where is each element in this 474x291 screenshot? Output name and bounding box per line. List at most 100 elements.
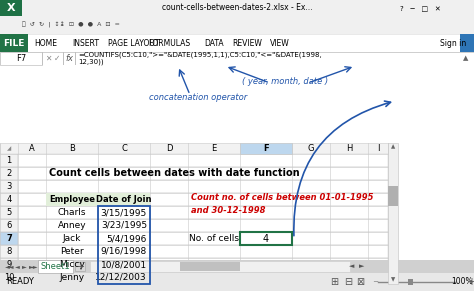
Bar xyxy=(0,0,474,16)
Text: ?   ─   □   ✕: ? ─ □ ✕ xyxy=(400,5,441,11)
Text: ✕: ✕ xyxy=(45,54,51,63)
Text: 12/12/2003: 12/12/2003 xyxy=(95,273,147,282)
Text: ⊠: ⊠ xyxy=(356,277,364,287)
Bar xyxy=(0,16,474,34)
Bar xyxy=(460,34,474,52)
Text: 10: 10 xyxy=(4,273,14,282)
Bar xyxy=(388,143,398,284)
Text: D: D xyxy=(166,144,172,153)
Text: FORMULAS: FORMULAS xyxy=(148,38,190,47)
Text: Jack: Jack xyxy=(63,234,81,243)
Text: ◄: ◄ xyxy=(15,264,20,269)
Text: 4: 4 xyxy=(263,233,269,244)
Text: E: E xyxy=(211,144,217,153)
Text: F: F xyxy=(263,144,269,153)
Bar xyxy=(18,193,388,206)
Text: ─: ─ xyxy=(373,279,377,285)
Text: and 30-12-1998: and 30-12-1998 xyxy=(191,206,265,215)
Bar xyxy=(42,52,43,65)
Bar xyxy=(0,154,18,167)
Text: ◢: ◢ xyxy=(7,146,11,151)
Text: 5/4/1996: 5/4/1996 xyxy=(107,234,147,243)
Text: B: B xyxy=(69,144,75,153)
Text: 12,30)): 12,30)) xyxy=(78,59,104,65)
Bar xyxy=(0,273,474,291)
Text: Anney: Anney xyxy=(58,221,86,230)
Text: Sheet1: Sheet1 xyxy=(40,262,70,271)
Bar xyxy=(0,245,18,258)
Bar xyxy=(18,206,388,219)
Bar xyxy=(90,261,350,272)
Bar xyxy=(240,232,292,245)
Text: X: X xyxy=(7,3,15,13)
Text: Jenny: Jenny xyxy=(59,273,84,282)
Text: 8: 8 xyxy=(6,247,12,256)
Text: READY: READY xyxy=(6,278,34,287)
Text: Date of Join: Date of Join xyxy=(96,195,152,204)
Bar xyxy=(18,245,388,258)
Text: 7: 7 xyxy=(6,234,12,243)
Bar xyxy=(0,180,18,193)
Text: 🖫  ↺  ↻  |  ↕↨  ⊡  ●  ●  A  ⊡  =: 🖫 ↺ ↻ | ↕↨ ⊡ ● ● A ⊡ = xyxy=(22,22,120,28)
Text: Count cells between dates with date function: Count cells between dates with date func… xyxy=(49,168,300,178)
Bar xyxy=(0,52,474,65)
Text: Employee: Employee xyxy=(49,195,95,204)
Text: Miccy: Miccy xyxy=(59,260,85,269)
Text: ( year, month, date ): ( year, month, date ) xyxy=(242,77,328,86)
Bar xyxy=(388,186,398,206)
Bar xyxy=(408,279,413,285)
Bar xyxy=(0,271,18,284)
Text: fx: fx xyxy=(65,54,73,63)
Text: 5: 5 xyxy=(6,208,12,217)
Text: ►►: ►► xyxy=(29,264,38,269)
Bar xyxy=(240,232,292,245)
Text: ▲: ▲ xyxy=(463,56,469,61)
Text: 1: 1 xyxy=(6,156,12,165)
Text: +: + xyxy=(467,277,474,287)
Bar xyxy=(18,258,388,271)
Text: ►: ► xyxy=(22,264,27,269)
Bar xyxy=(38,260,73,273)
Text: Charls: Charls xyxy=(58,208,86,217)
Bar xyxy=(0,0,22,16)
Text: ⊟: ⊟ xyxy=(344,277,352,287)
Bar xyxy=(240,143,292,154)
Bar xyxy=(18,219,388,232)
Text: =COUNTIFS(C5:C10,">="&DATE(1995,1,1),C5:C10,"<="&DATE(1998,: =COUNTIFS(C5:C10,">="&DATE(1995,1,1),C5:… xyxy=(78,52,322,58)
Text: I: I xyxy=(377,144,379,153)
Text: ◄: ◄ xyxy=(349,263,355,269)
Text: 3/15/1995: 3/15/1995 xyxy=(101,208,147,217)
Text: concatenation operator: concatenation operator xyxy=(149,93,247,102)
Text: 9/16/1998: 9/16/1998 xyxy=(101,247,147,256)
Text: 10/8/2001: 10/8/2001 xyxy=(101,260,147,269)
Text: ✓: ✓ xyxy=(54,54,60,63)
Bar xyxy=(0,167,18,180)
Text: +: + xyxy=(76,262,84,272)
Bar xyxy=(18,154,388,167)
Bar xyxy=(0,52,42,65)
Text: REVIEW: REVIEW xyxy=(232,38,262,47)
Text: 4: 4 xyxy=(6,195,12,204)
Bar xyxy=(0,193,18,206)
Text: 3: 3 xyxy=(6,182,12,191)
Text: Count no. of cells between 01-01-1995: Count no. of cells between 01-01-1995 xyxy=(191,193,374,202)
Text: DATA: DATA xyxy=(204,38,224,47)
Bar xyxy=(0,219,18,232)
Text: 6: 6 xyxy=(6,221,12,230)
Text: PAGE LAYOUT: PAGE LAYOUT xyxy=(108,38,159,47)
Bar xyxy=(0,260,474,273)
Bar xyxy=(63,52,64,65)
Text: 3/23/1995: 3/23/1995 xyxy=(101,221,147,230)
Text: Peter: Peter xyxy=(60,247,84,256)
Text: A: A xyxy=(29,144,35,153)
Text: Sign in: Sign in xyxy=(440,38,466,47)
Bar xyxy=(180,262,240,271)
Bar xyxy=(0,65,474,141)
Bar xyxy=(18,232,388,245)
Text: F7: F7 xyxy=(16,54,26,63)
Text: HOME: HOME xyxy=(34,38,57,47)
Bar xyxy=(18,271,388,284)
Bar xyxy=(18,167,388,180)
Bar xyxy=(98,206,150,284)
Bar xyxy=(98,193,150,206)
